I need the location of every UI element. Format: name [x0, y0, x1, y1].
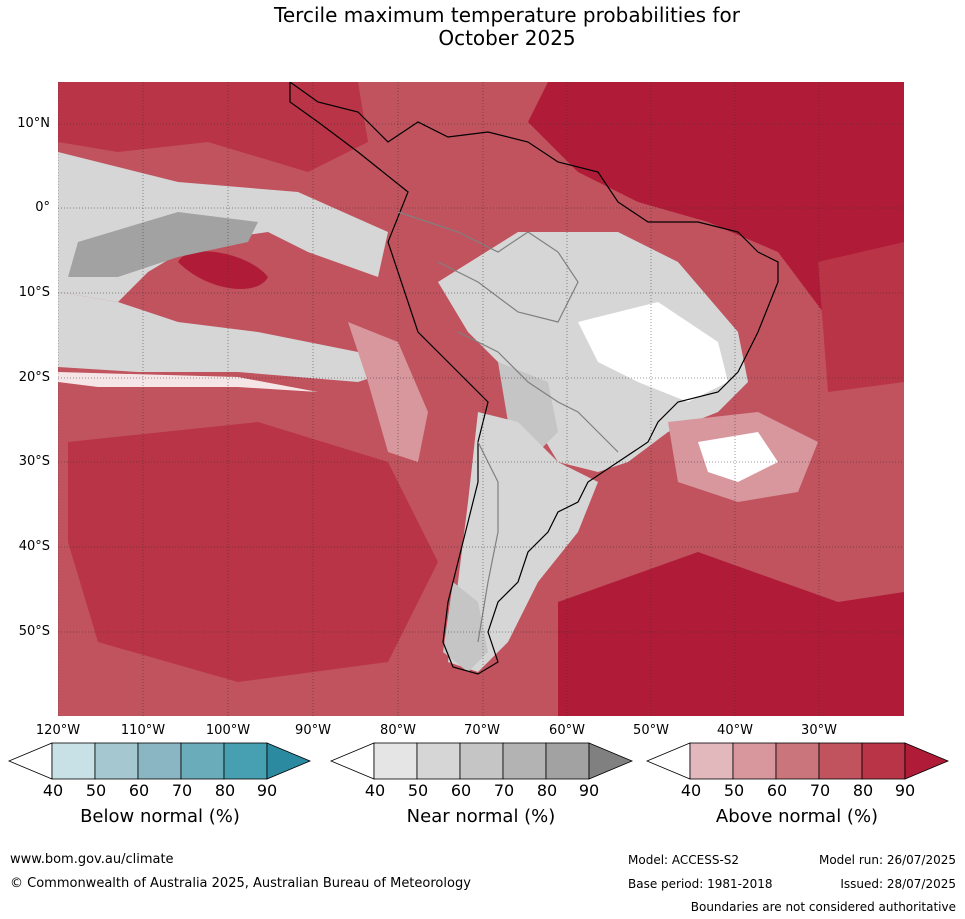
near-tick-60: 60 [450, 781, 472, 800]
above-tick-60: 60 [766, 781, 788, 800]
region-near-60-patagonia [443, 582, 488, 672]
legend-title-near-normal: Near normal (%) [406, 806, 556, 827]
colorbar-near-normal-svg [329, 742, 634, 780]
colorbar-bin-60 [775, 742, 820, 780]
region-above-90-atlantic-south [558, 552, 904, 716]
near-tick-90: 90 [578, 781, 600, 800]
colorbar-arrow-high [904, 742, 950, 780]
colorbar-below-normal-svg [7, 742, 312, 780]
above-tick-70: 70 [809, 781, 831, 800]
above-tick-80: 80 [852, 781, 874, 800]
above-tick-90: 90 [894, 781, 916, 800]
region-near-60-bolivia [498, 362, 558, 462]
lon-label-110w: 110°W [120, 723, 166, 738]
lon-label-50w: 50°W [633, 723, 669, 738]
below-tick-40: 40 [42, 781, 64, 800]
colorbar-bin-40 [689, 742, 734, 780]
colorbar-bin-70 [502, 742, 547, 780]
south-america-coastline [289, 82, 779, 675]
map-canvas [58, 82, 904, 716]
lat-label-20s: 20°S [18, 370, 50, 385]
colorbar-bin-50 [732, 742, 777, 780]
colorbar-arrow-low [645, 742, 691, 780]
below-tick-90: 90 [256, 781, 278, 800]
legend-title-below-normal: Below normal (%) [80, 806, 240, 827]
colorbar-bin-80 [223, 742, 268, 780]
below-tick-70: 70 [171, 781, 193, 800]
lon-label-40w: 40°W [717, 723, 753, 738]
near-tick-80: 80 [536, 781, 558, 800]
colorbar-bin-50 [94, 742, 139, 780]
colorbar-bin-40 [373, 742, 418, 780]
below-tick-60: 60 [128, 781, 150, 800]
colorbar-arrow-low [7, 742, 53, 780]
colorbar-bin-80 [545, 742, 590, 780]
colorbar-above-normal [645, 742, 950, 780]
region-above-50-offshore [348, 322, 428, 462]
colorbar-below-normal [7, 742, 312, 780]
above-tick-50: 50 [723, 781, 745, 800]
lat-label-30s: 30°S [18, 454, 50, 469]
footer-base-period: Base period: 1981-2018 [628, 877, 773, 891]
near-tick-50: 50 [407, 781, 429, 800]
below-tick-80: 80 [214, 781, 236, 800]
region-near-normal-andes [448, 412, 598, 672]
region-above-80-atlantic [818, 242, 904, 392]
probability-map [58, 82, 904, 716]
title-line-1: Tercile maximum temperature probabilitie… [274, 3, 740, 27]
legend-title-above-normal: Above normal (%) [715, 806, 879, 827]
title-line-2: October 2025 [438, 26, 576, 50]
country-borders-andes [477, 441, 499, 643]
lon-label-90w: 90°W [295, 723, 331, 738]
colorbar-bin-50 [416, 742, 461, 780]
country-borders-north [397, 211, 579, 323]
footer-disclaimer: Boundaries are not considered authoritat… [690, 900, 956, 914]
map-title: Tercile maximum temperature probabilitie… [0, 4, 965, 50]
colorbar-bin-80 [861, 742, 906, 780]
colorbar-bin-60 [137, 742, 182, 780]
lat-label-40s: 40°S [18, 539, 50, 554]
lon-label-60w: 60°W [549, 723, 585, 738]
region-white-brazil [578, 302, 728, 402]
region-near-normal-pacific-south [58, 292, 388, 382]
footer-copyright: © Commonwealth of Australia 2025, Austra… [10, 876, 471, 891]
graticule-latitudes [58, 123, 904, 633]
colorbar-arrow-high [266, 742, 312, 780]
region-near-80-pacific [68, 212, 258, 277]
footer-website: www.bom.gov.au/climate [10, 852, 174, 867]
below-tick-50: 50 [85, 781, 107, 800]
colorbar-above-normal-svg [645, 742, 950, 780]
colorbar-bin-40 [51, 742, 96, 780]
colorbar-arrow-high [588, 742, 634, 780]
lon-label-70w: 70°W [464, 723, 500, 738]
region-above-80-pacific-south [68, 422, 438, 682]
near-tick-70: 70 [493, 781, 515, 800]
lon-label-30w: 30°W [801, 723, 837, 738]
colorbar-arrow-low [329, 742, 375, 780]
footer-model-run: Model run: 26/07/2025 [818, 853, 956, 867]
lon-label-120w: 120°W [35, 723, 81, 738]
region-white-south-atlantic [698, 432, 778, 482]
colorbar-near-normal [329, 742, 634, 780]
region-above-90-pacific-spot [178, 251, 268, 289]
lat-label-10s: 10°S [18, 285, 50, 300]
graticule-longitudes [58, 82, 820, 716]
colorbar-bin-60 [459, 742, 504, 780]
footer-model: Model: ACCESS-S2 [628, 853, 740, 867]
colorbar-bin-70 [180, 742, 225, 780]
near-tick-40: 40 [364, 781, 386, 800]
colorbar-bin-70 [818, 742, 863, 780]
region-white-pacific [58, 372, 318, 392]
lon-label-80w: 80°W [380, 723, 416, 738]
country-borders-central [457, 331, 619, 453]
lon-label-100w: 100°W [205, 723, 251, 738]
region-above-80-pacific-north [58, 82, 368, 172]
footer-issued: Issued: 28/07/2025 [840, 877, 956, 891]
above-tick-40: 40 [680, 781, 702, 800]
lat-label-0: 0° [35, 200, 50, 215]
lat-label-10n: 10°N [17, 116, 50, 131]
region-above-90-atlantic-north [528, 82, 904, 342]
lat-label-50s: 50°S [18, 624, 50, 639]
